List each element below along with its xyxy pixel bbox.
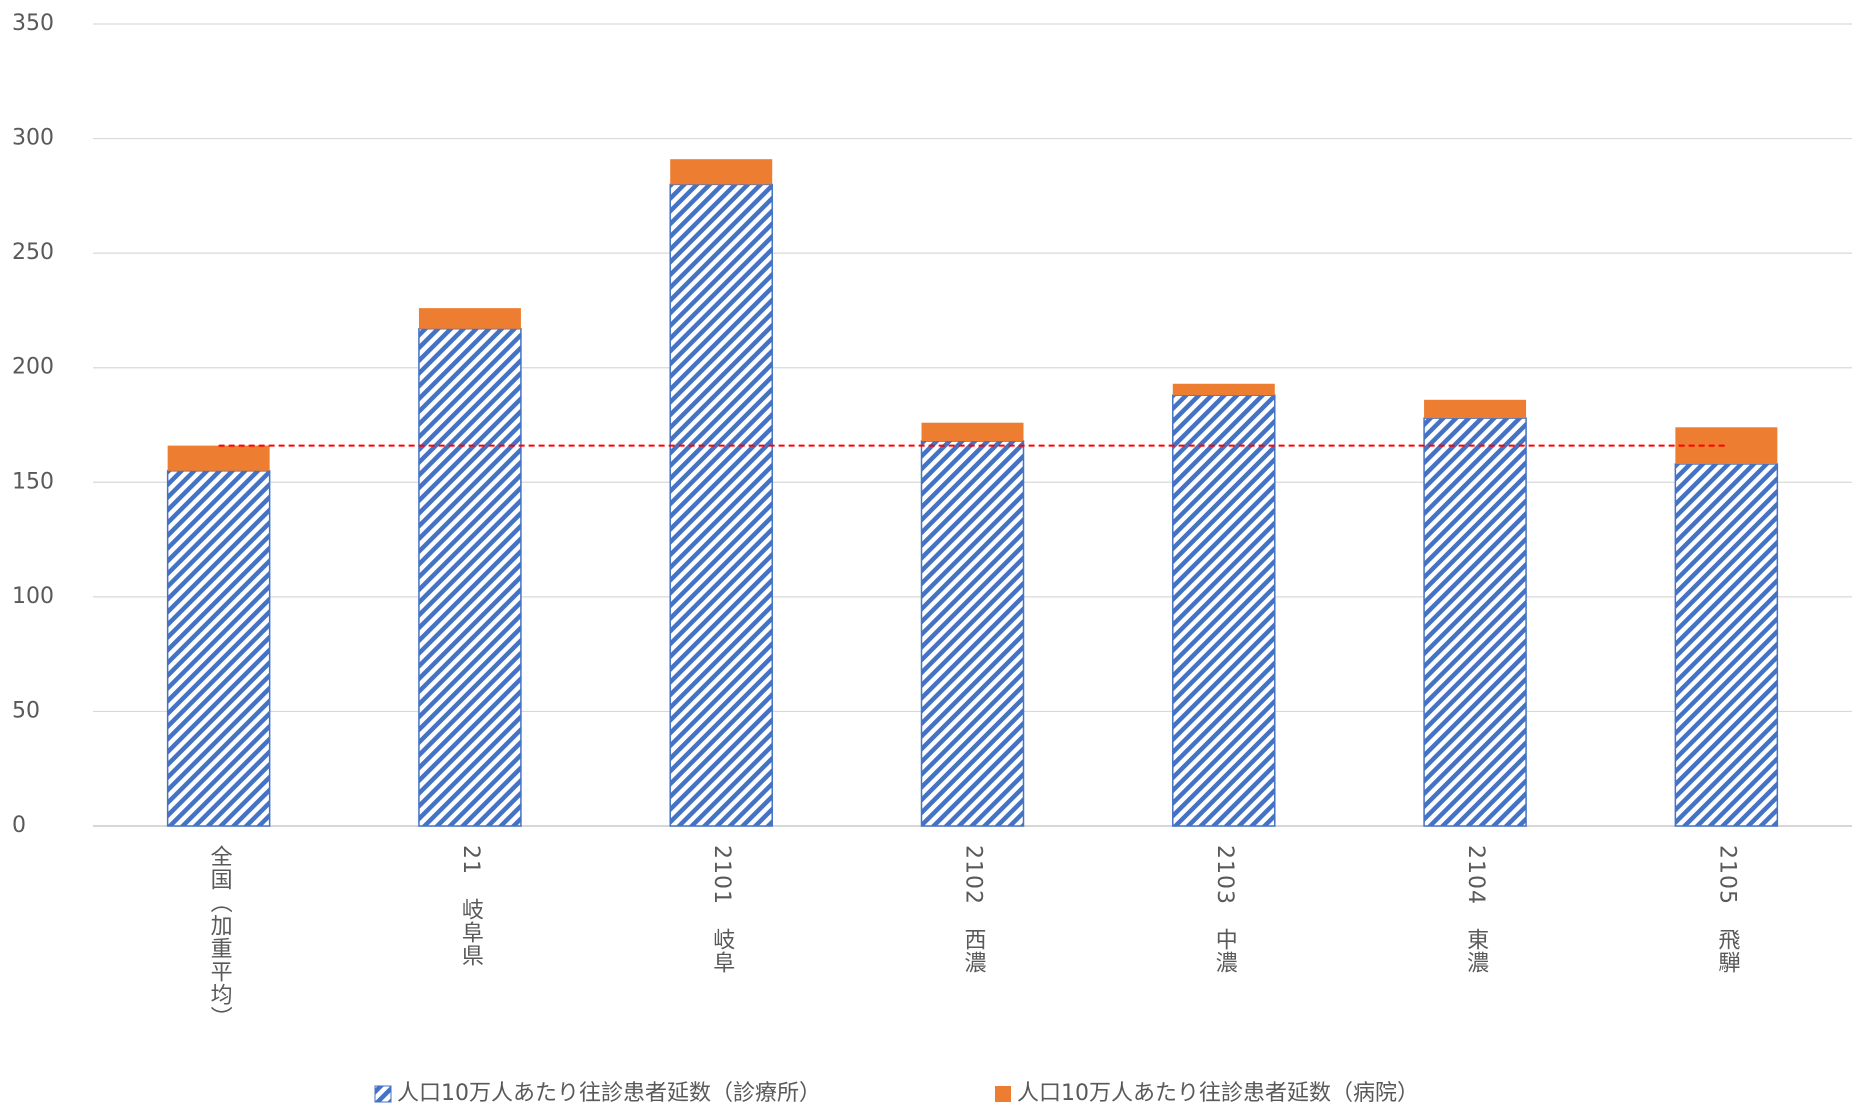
x-tick-label: 2104 東濃 <box>1463 845 1489 974</box>
bar-segment <box>921 422 1024 442</box>
y-tick-label: 150 <box>12 469 54 494</box>
x-tick-label: 2102 西濃 <box>960 845 986 974</box>
bar-segment <box>1674 463 1779 827</box>
y-tick-label: 300 <box>12 126 54 151</box>
x-tick-label: 2101 岐阜 <box>709 845 735 974</box>
y-tick-label: 200 <box>12 355 54 380</box>
legend-swatch <box>374 1085 392 1103</box>
bar-segment <box>1423 417 1527 827</box>
bar-segment <box>920 440 1025 827</box>
x-tick-label: 全国（加重平均） <box>206 845 232 1029</box>
x-tick-label: 21 岐阜県 <box>457 845 483 967</box>
bar-segment <box>418 308 521 329</box>
x-tick-label: 2103 中濃 <box>1211 845 1237 974</box>
bar-segment <box>167 445 270 471</box>
bar-segment <box>670 159 773 185</box>
bar-segment <box>1172 394 1276 827</box>
legend-label: 人口10万人あたり往診患者延数（病院） <box>1017 1081 1419 1106</box>
bar-segment <box>166 470 271 827</box>
y-tick-label: 350 <box>12 11 54 36</box>
bar-segment <box>418 328 522 827</box>
y-tick-label: 250 <box>12 240 54 265</box>
y-tick-label: 100 <box>12 584 54 609</box>
bar-segment <box>669 183 773 827</box>
bar-segment <box>1172 383 1275 396</box>
bar-segment <box>1424 399 1527 419</box>
y-tick-label: 50 <box>12 698 40 723</box>
y-tick-label: 0 <box>12 813 26 838</box>
x-tick-label: 2105 飛騨 <box>1714 845 1740 974</box>
legend-label: 人口10万人あたり往診患者延数（診療所） <box>397 1081 821 1106</box>
legend-swatch <box>995 1086 1011 1102</box>
